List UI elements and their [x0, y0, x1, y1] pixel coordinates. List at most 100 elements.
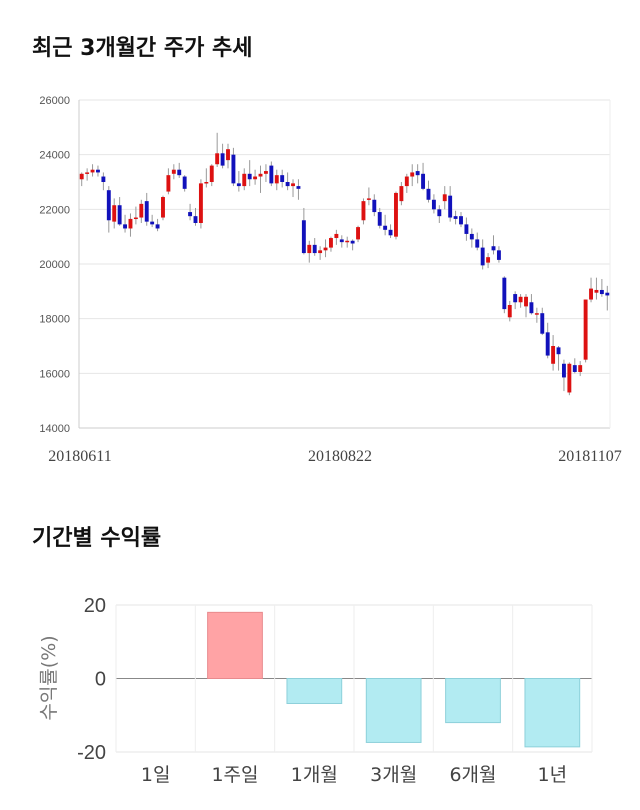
- candle: [404, 173, 409, 193]
- candle-body: [605, 292, 610, 296]
- candle: [166, 168, 171, 195]
- candle: [177, 162, 182, 178]
- candle: [263, 164, 268, 182]
- candle: [540, 307, 545, 336]
- candle-body: [177, 169, 182, 176]
- return-bar: [286, 678, 343, 704]
- candle-body: [404, 176, 409, 187]
- candle-body: [215, 153, 220, 165]
- candle-body: [204, 182, 209, 184]
- candle: [182, 175, 187, 192]
- candle: [534, 307, 539, 323]
- candle-body: [182, 176, 187, 189]
- candle-body: [150, 221, 155, 225]
- candlestick-chart: 26000 24000 22000 20000 18000 16000 14000 2018…: [39, 95, 621, 465]
- candle-body: [594, 289, 599, 293]
- candle-body: [247, 173, 252, 180]
- candle-body: [475, 239, 480, 248]
- candle-body: [383, 225, 388, 230]
- candle: [171, 164, 176, 180]
- candle: [296, 179, 301, 200]
- candle-body: [96, 169, 100, 173]
- candle: [269, 161, 274, 187]
- candle: [101, 172, 106, 191]
- candle-grid: [78, 99, 611, 429]
- candle-y-tick-label: 24000: [39, 150, 70, 162]
- candle: [567, 362, 572, 396]
- candle-body: [188, 212, 193, 217]
- candle-body: [209, 165, 214, 182]
- candle-body: [312, 244, 317, 254]
- candle-body: [133, 217, 138, 220]
- candle: [301, 207, 306, 255]
- candle-body: [226, 149, 230, 161]
- candle-body: [318, 250, 323, 254]
- candle: [285, 172, 290, 191]
- candle-body: [166, 175, 171, 192]
- candle: [253, 169, 258, 185]
- candle-body: [231, 154, 236, 184]
- candle: [144, 192, 149, 226]
- candle: [280, 169, 285, 188]
- candle: [85, 168, 90, 181]
- candle: [155, 218, 160, 232]
- candle-body: [193, 216, 198, 223]
- candle-body: [307, 244, 312, 254]
- candle-body: [448, 195, 453, 218]
- candle-body: [453, 216, 458, 219]
- candle: [258, 165, 263, 193]
- bar-category-label: 3개월: [370, 764, 417, 786]
- candle: [318, 246, 323, 260]
- candle: [572, 358, 577, 374]
- candle-x-tick-label: 20180611: [48, 448, 111, 465]
- candle: [518, 294, 523, 308]
- candle: [529, 294, 534, 315]
- candle-body: [464, 224, 469, 234]
- candle: [475, 232, 480, 251]
- candle: [556, 346, 561, 371]
- candle: [545, 322, 550, 359]
- candle: [551, 335, 556, 371]
- candle-body: [339, 239, 344, 243]
- candle-body: [366, 198, 371, 200]
- candle: [421, 162, 426, 191]
- candle: [117, 197, 122, 226]
- candle: [334, 229, 339, 245]
- candle: [464, 217, 469, 241]
- candle-body: [280, 175, 285, 182]
- candle-body: [296, 186, 301, 189]
- candle-body: [323, 247, 328, 251]
- candle-body: [85, 172, 90, 174]
- candle-body: [513, 294, 518, 303]
- candle: [291, 179, 295, 198]
- candle-body: [572, 365, 577, 372]
- bar-category-label: 1개월: [291, 764, 338, 786]
- candle: [323, 239, 328, 258]
- candle-body: [236, 183, 241, 187]
- candle: [383, 214, 388, 236]
- candle: [524, 294, 528, 318]
- price-trend-title: 최근 3개월간 주가 추세: [32, 36, 253, 61]
- candle-body: [399, 186, 404, 202]
- candle: [188, 203, 193, 221]
- candle-body: [491, 246, 496, 251]
- candle-body: [139, 203, 144, 218]
- candle: [469, 228, 474, 248]
- candle-body: [534, 313, 539, 315]
- candle-body: [561, 363, 566, 378]
- candle-body: [486, 257, 491, 263]
- candle: [599, 279, 604, 297]
- candle: [329, 236, 333, 252]
- candle: [480, 239, 485, 270]
- candle-body: [263, 171, 268, 174]
- candle: [410, 164, 415, 187]
- candle-body: [361, 201, 366, 221]
- candle-body: [388, 229, 393, 236]
- candle-body: [507, 305, 512, 318]
- candle-body: [171, 169, 176, 174]
- candle-body: [101, 176, 106, 182]
- candle: [388, 224, 393, 239]
- candle: [226, 143, 230, 169]
- candle-body: [112, 205, 117, 222]
